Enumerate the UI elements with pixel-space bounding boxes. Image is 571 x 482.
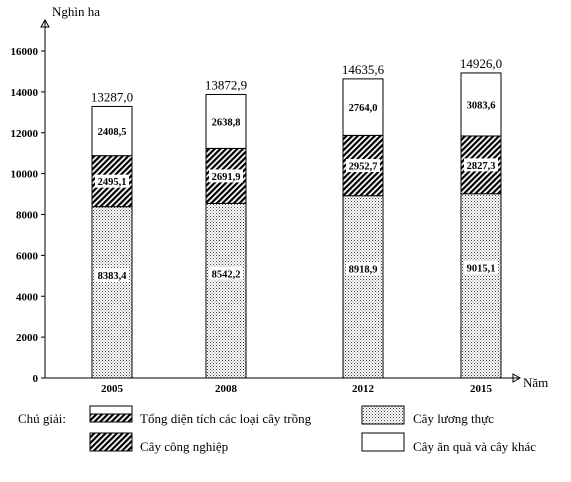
category-label-2008: 2008 (215, 383, 238, 395)
segment-label-dots-2012: 8918,9 (349, 265, 378, 276)
x-axis-title: Năm (523, 375, 548, 390)
y-axis-arrow (40, 18, 50, 28)
segment-label-bg (464, 260, 498, 274)
segment-label-hatch-2005: 2495,1 (98, 177, 127, 188)
segment-label-blank-2015: 3083,6 (467, 100, 496, 111)
segment-label-bg (95, 174, 129, 188)
legend-label-dots: Cây lương thực (413, 411, 494, 426)
category-label-2005: 2005 (101, 383, 124, 395)
y-tick-label: 14000 (11, 87, 39, 99)
y-tick-label: 0 (33, 373, 39, 385)
segment-label-dots-2015: 9015,1 (467, 263, 496, 274)
legend-swatch-blank (361, 432, 405, 452)
segment-label-bg (346, 159, 380, 173)
total-label-2005: 13287,0 (91, 89, 133, 104)
segment-label-bg (95, 268, 129, 282)
legend-item-dots: Cây lương thực (361, 405, 494, 426)
segment-label-hatch-2012: 2952,7 (349, 162, 378, 173)
legend-label-hatch: Cây công nghiệp (140, 439, 228, 454)
total-label-2015: 14926,0 (460, 56, 502, 71)
y-axis-title: Nghìn ha (52, 4, 100, 19)
segment-label-bg (209, 114, 243, 128)
segment-label-hatch-2015: 2827,3 (467, 161, 496, 172)
segment-label-blank-2012: 2764,0 (349, 103, 378, 114)
segment-label-bg (209, 266, 243, 280)
bar-segment-dots-2005 (91, 206, 133, 379)
segment-label-blank-2008: 2638,8 (212, 117, 241, 128)
bar-segment-dots-2008 (205, 202, 247, 379)
legend-swatch-total-inner (89, 413, 133, 423)
category-label-2012: 2012 (352, 383, 375, 395)
bar-segment-dots-2015 (460, 193, 502, 379)
legend-item-total: Tổng diện tích các loại cây trồng (89, 405, 312, 426)
y-tick-label: 16000 (11, 46, 39, 58)
segment-label-dots-2008: 8542,2 (212, 269, 241, 280)
bar-segment-dots-2012 (342, 195, 384, 379)
y-tick-label: 8000 (16, 210, 39, 222)
segment-label-bg (464, 97, 498, 111)
segment-label-bg (346, 262, 380, 276)
segment-label-bg (95, 124, 129, 138)
segment-label-blank-2005: 2408,5 (98, 127, 127, 138)
segment-label-hatch-2008: 2691,9 (212, 172, 241, 183)
total-label-2012: 14635,6 (342, 62, 385, 77)
y-tick-label: 4000 (16, 291, 39, 303)
segment-label-bg (209, 169, 243, 183)
legend-item-hatch: Cây công nghiệp (89, 432, 228, 454)
x-axis-arrow (512, 373, 522, 383)
total-label-2008: 13872,9 (205, 77, 247, 92)
y-tick-label: 12000 (11, 128, 39, 140)
legend-label-total: Tổng diện tích các loại cây trồng (140, 411, 312, 426)
segment-label-bg (464, 158, 498, 172)
y-tick-label: 6000 (16, 250, 39, 262)
y-tick-label: 10000 (11, 169, 39, 181)
legend-title: Chú giải: (18, 411, 66, 426)
legend-swatch-dots (361, 405, 405, 425)
segment-label-bg (346, 100, 380, 114)
segment-label-dots-2005: 8383,4 (98, 271, 128, 282)
legend-item-blank: Cây ăn quả và cây khác (361, 432, 536, 454)
y-tick-label: 2000 (16, 332, 39, 344)
category-label-2015: 2015 (470, 383, 493, 395)
legend-label-blank: Cây ăn quả và cây khác (413, 439, 536, 454)
legend-swatch-hatch (89, 432, 133, 452)
